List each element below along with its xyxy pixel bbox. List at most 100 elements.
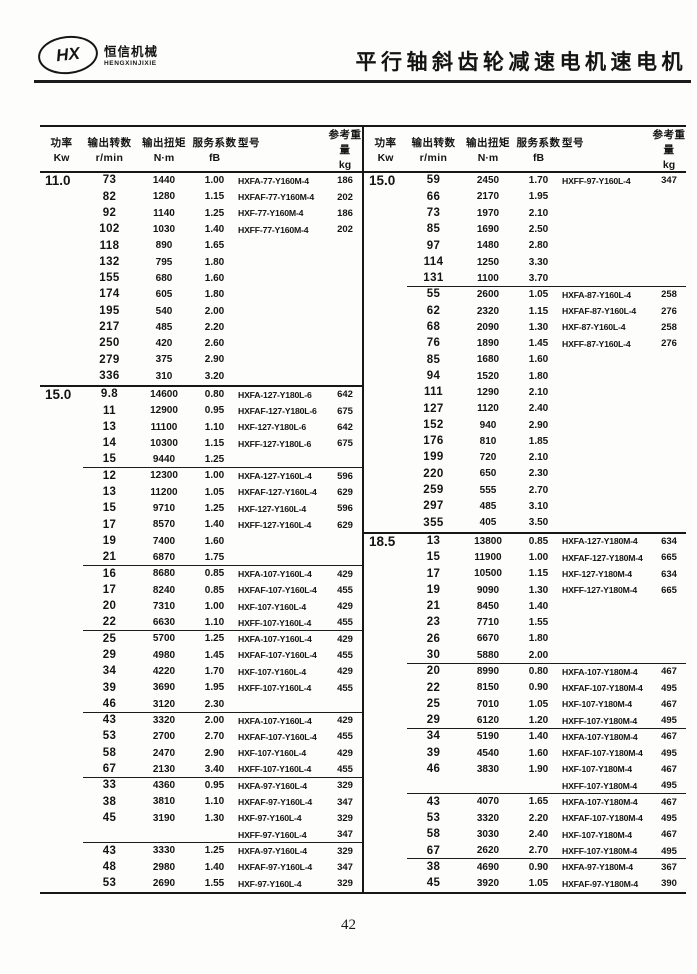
speed-cell: 16 (102, 567, 117, 580)
torque-cell: 555 (479, 484, 497, 496)
data-row: 46 3830 1.90 HXF-107-Y180M-4 467 (364, 762, 686, 778)
fb-cell: 2.10 (528, 207, 549, 219)
fb-cell: 1.15 (528, 305, 549, 317)
model-cell: HXFF-107-Y160L-4 (238, 764, 312, 775)
data-row: 48 2980 1.40 HXFAF-97-Y160L-4 347 (40, 859, 362, 875)
fb-cell: 1.95 (204, 682, 225, 694)
data-row: 73 1970 2.10 (364, 206, 686, 222)
torque-cell: 650 (479, 468, 497, 480)
model-cell: HXFF-107-Y160L-4 (238, 617, 312, 628)
torque-cell: 2600 (476, 289, 500, 301)
speed-cell: 118 (99, 239, 120, 252)
data-row: 11.0 73 1440 1.00 HXFA-77-Y160M-4 186 (40, 173, 362, 189)
model-cell: HXFAF-107-Y160L-4 (238, 650, 317, 661)
fb-cell: 2.00 (204, 714, 225, 726)
speed-cell: 92 (102, 206, 117, 219)
fb-cell: 1.00 (204, 470, 225, 482)
speed-cell: 13 (426, 534, 441, 547)
model-cell: HXF-97-Y160L-4 (238, 878, 302, 889)
fb-cell: 1.60 (204, 535, 225, 547)
fb-cell: 2.40 (528, 829, 549, 841)
torque-cell: 3320 (476, 812, 500, 824)
speed-cell: 297 (423, 500, 444, 513)
header-divider-rule (34, 80, 691, 83)
column-header: 参考重量 kg (328, 127, 362, 171)
speed-cell: 34 (426, 730, 441, 743)
fb-cell: 2.90 (528, 419, 549, 431)
data-row: 45 3920 1.05 HXFAF-97-Y180M-4 390 (364, 876, 686, 892)
fb-cell: 1.05 (528, 698, 549, 710)
weight-cell: 495 (661, 845, 677, 857)
weight-cell: 390 (661, 878, 677, 890)
weight-cell: 642 (337, 421, 353, 433)
data-row: 66 2170 1.95 (364, 189, 686, 205)
weight-cell: 467 (661, 764, 677, 776)
torque-cell: 8990 (476, 666, 500, 678)
data-row: 58 2470 2.90 HXF-107-Y160L-4 429 (40, 745, 362, 761)
data-row: 297 485 3.10 (364, 499, 686, 515)
data-row: 92 1140 1.25 HXF-77-Y160M-4 186 (40, 206, 362, 222)
data-row: 220 650 2.30 (364, 466, 686, 482)
torque-cell: 3190 (152, 812, 176, 824)
torque-cell: 3690 (152, 682, 176, 694)
column-header-row: 功率 Kw 输出转数 r/min 输出扭矩 N·m 服务系数 fB 型号 参考重量 kg (364, 127, 686, 173)
power-label: 15.0 (369, 173, 396, 189)
data-row: 26 6670 1.80 (364, 631, 686, 647)
speed-cell: 131 (423, 272, 444, 285)
model-cell: HXF-127-Y180L-6 (238, 422, 306, 433)
torque-cell: 4070 (476, 796, 500, 808)
data-row: 174 605 1.80 (40, 287, 362, 303)
speed-cell: 53 (102, 877, 117, 890)
torque-cell: 2090 (476, 321, 500, 333)
fb-cell: 0.85 (528, 535, 549, 547)
fb-cell: 2.70 (204, 731, 225, 743)
fb-cell: 1.10 (204, 796, 225, 808)
model-cell: HXFA-107-Y160L-4 (238, 715, 312, 726)
speed-cell: 15 (426, 551, 441, 564)
torque-cell: 8150 (476, 682, 500, 694)
weight-cell: 276 (661, 305, 677, 317)
weight-cell: 429 (337, 633, 353, 645)
model-cell: HXF-107-Y160L-4 (238, 666, 306, 677)
fb-cell: 1.00 (204, 175, 225, 187)
data-row: 23 7710 1.55 (364, 615, 686, 631)
row-group: 12 12300 1.00 HXFA-127-Y160L-4 596 13 11200 1.0… (40, 467, 362, 566)
fb-cell: 1.65 (204, 240, 225, 252)
data-row: 118 890 1.65 (40, 238, 362, 254)
speed-cell: 15 (102, 453, 117, 466)
fb-cell: 1.65 (528, 796, 549, 808)
model-cell: HXFAF-107-Y160L-4 (238, 585, 317, 596)
model-cell: HXFAF-97-Y160L-4 (238, 862, 313, 873)
column-header: 功率 Kw (364, 135, 407, 164)
column-header: 服务系数 fB (516, 135, 561, 164)
torque-cell: 405 (479, 517, 497, 529)
weight-cell: 429 (337, 715, 353, 727)
torque-cell: 2620 (476, 845, 500, 857)
fb-cell: 2.60 (204, 338, 225, 350)
fb-cell: 1.70 (204, 666, 225, 678)
data-row: 19 7400 1.60 (40, 534, 362, 550)
data-row: 53 2700 2.70 HXFAF-107-Y160L-4 455 (40, 729, 362, 745)
speed-cell: 62 (426, 304, 441, 317)
speed-cell: 174 (99, 288, 120, 301)
column-label: 功率 (374, 136, 397, 149)
weight-cell: 455 (337, 584, 353, 596)
speed-cell: 53 (426, 811, 441, 824)
speed-cell: 21 (102, 551, 117, 564)
model-cell: HXF-127-Y180M-4 (562, 568, 632, 579)
data-row: 13 11200 1.05 HXFAF-127-Y160L-4 629 (40, 485, 362, 501)
fb-cell: 1.75 (204, 551, 225, 563)
torque-cell: 2690 (152, 877, 176, 889)
power-label: 18.5 (369, 533, 396, 549)
fb-cell: 2.20 (528, 812, 549, 824)
speed-cell: 29 (102, 649, 117, 661)
torque-cell: 1280 (152, 191, 176, 203)
fb-cell: 3.70 (528, 272, 549, 284)
weight-cell: 367 (661, 861, 677, 873)
speed-cell: 66 (426, 190, 441, 203)
weight-cell: 276 (661, 338, 677, 350)
speed-cell: 9.8 (100, 388, 119, 401)
row-group: 33 4360 0.95 HXFA-97-Y160L-4 329 38 3810 1.10 HX… (40, 776, 362, 843)
model-cell: HXFF-107-Y180M-4 (562, 845, 638, 856)
row-group: 43 3330 1.25 HXFA-97-Y160L-4 329 48 2980 1.40 HX… (40, 842, 362, 892)
